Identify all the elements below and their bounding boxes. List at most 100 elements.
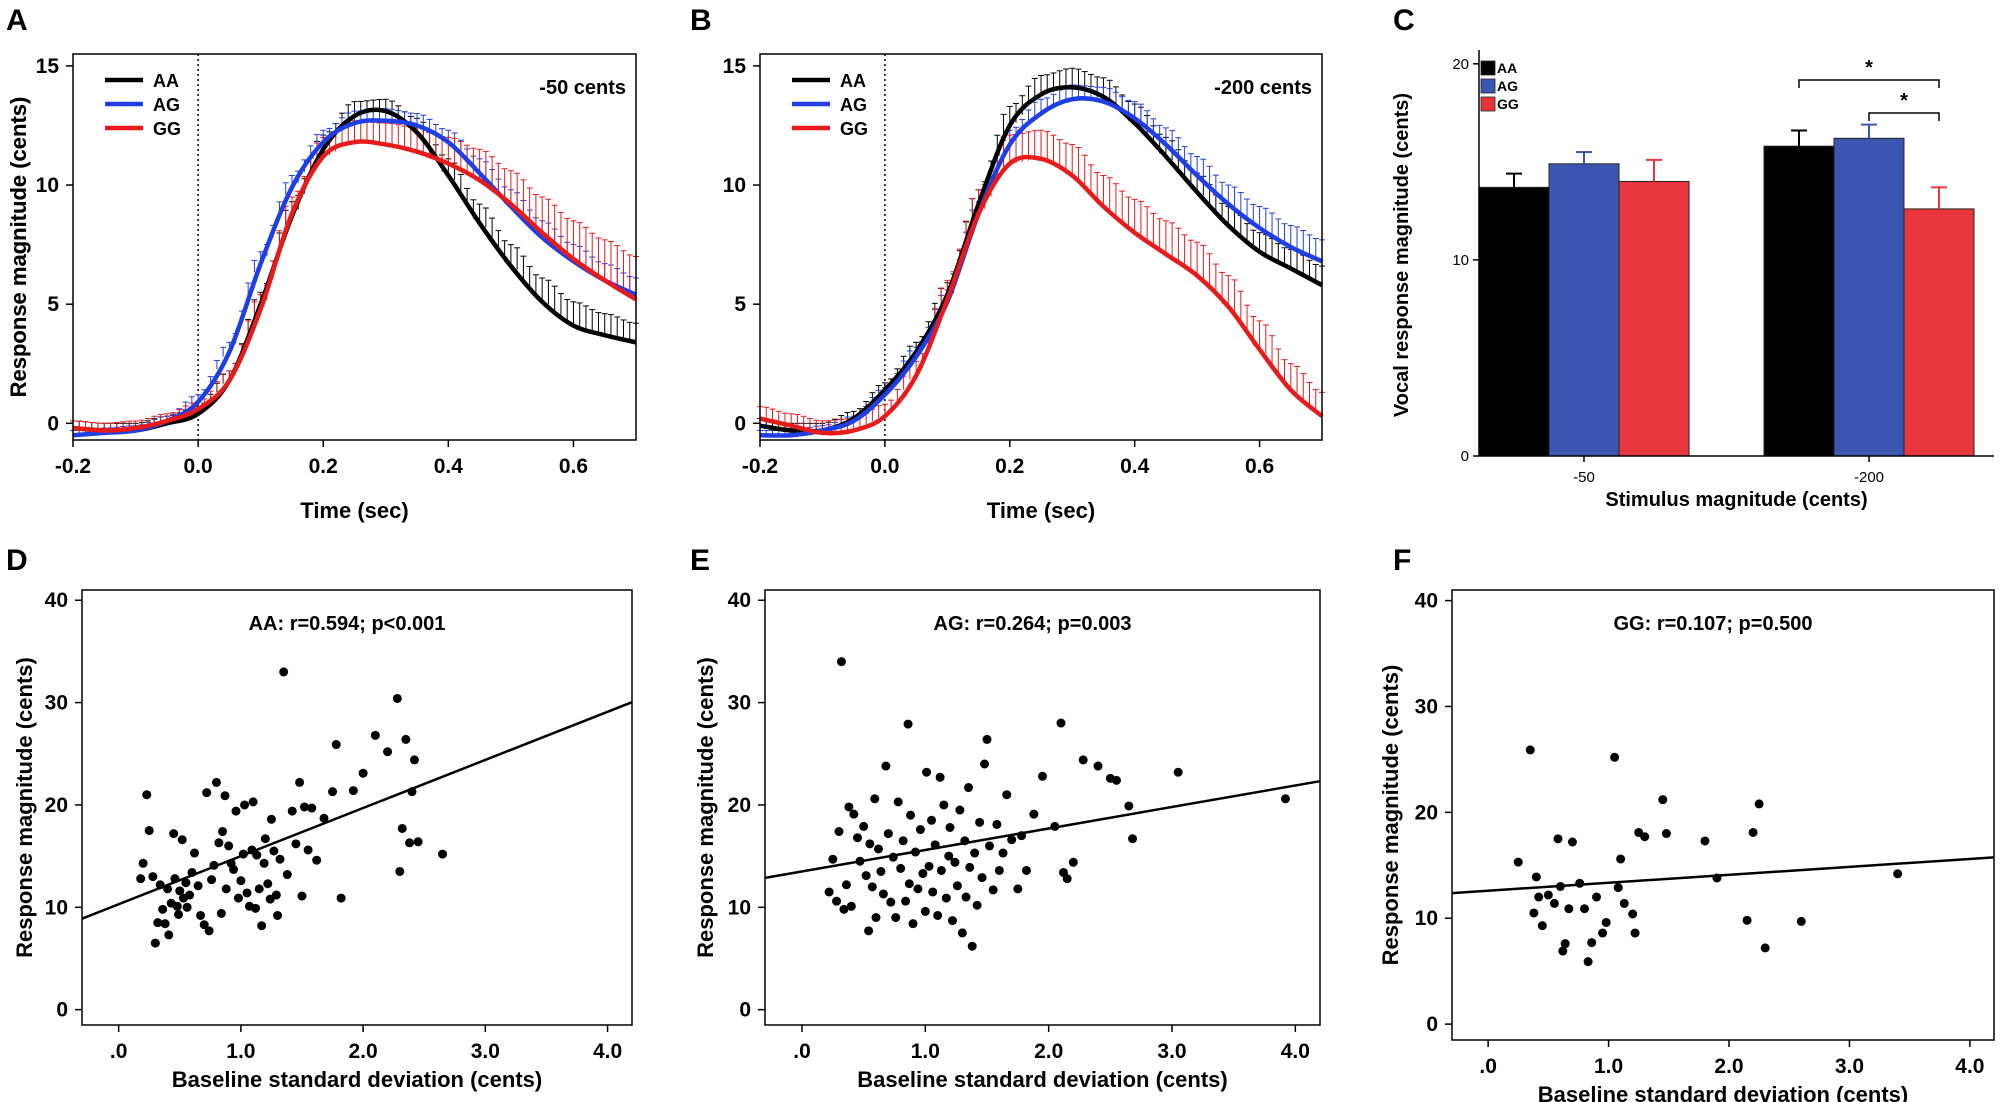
legend-label-ag: AG	[153, 95, 180, 115]
legend-label-aa: AA	[153, 71, 179, 91]
data-point	[383, 747, 393, 757]
data-point	[144, 826, 154, 836]
data-point	[988, 885, 998, 895]
panel-letter-e: E	[690, 544, 710, 577]
data-point	[1742, 915, 1752, 925]
significance-bracket: *	[1868, 90, 1940, 121]
bracket-line	[1798, 79, 1940, 88]
data-point	[1760, 943, 1770, 953]
data-point	[922, 767, 932, 777]
data-point	[1619, 898, 1629, 908]
bar-gg-neg50	[1618, 180, 1690, 457]
x-tick-label: 2.0	[1034, 1040, 1063, 1063]
data-point	[901, 896, 911, 906]
x-tick-label: .0	[1479, 1055, 1497, 1078]
data-point	[202, 788, 212, 798]
y-tick-label: 10	[1415, 907, 1438, 930]
data-point	[185, 890, 195, 900]
data-point	[965, 862, 975, 872]
data-point	[1128, 834, 1138, 844]
y-tick-label: 0	[47, 412, 59, 435]
data-point	[1598, 928, 1608, 938]
data-point	[1038, 771, 1047, 781]
data-point	[174, 909, 184, 919]
series-line-aa	[72, 107, 637, 434]
data-point	[967, 941, 977, 951]
data-point	[1280, 794, 1290, 804]
panel-a: -0.2 0.0 0.2 0.4 0.6 0 5 10 15 Time (sec) Response…	[6, 4, 639, 523]
data-point	[1558, 946, 1568, 956]
data-point	[193, 881, 203, 891]
panel-letter-d: D	[6, 544, 28, 577]
y-tick-label: 10	[728, 896, 751, 919]
data-point	[975, 817, 985, 827]
legend-label-ag: AG	[1497, 78, 1518, 94]
data-point	[861, 871, 871, 881]
panel-letter-a: A	[6, 4, 28, 37]
data-point	[1610, 752, 1620, 762]
data-point	[898, 836, 908, 846]
x-tick-label: 0.6	[1245, 455, 1274, 478]
data-point	[915, 825, 925, 835]
x-tick-label: 0.0	[184, 455, 213, 478]
data-point	[240, 800, 250, 810]
data-point	[1587, 938, 1597, 948]
data-point	[844, 802, 854, 812]
data-point	[153, 918, 163, 928]
data-point	[221, 884, 231, 894]
x-axis-label: Baseline standard deviation (cents)	[172, 1067, 542, 1092]
x-tick-label: .0	[793, 1040, 811, 1063]
data-point	[1029, 809, 1039, 819]
data-point	[841, 880, 851, 890]
data-point	[1002, 790, 1012, 800]
panel-c: -50 -200 0 10 20 Stimulus magnitude (cents) Vo…	[1391, 4, 1994, 511]
y-tick-label: 40	[45, 589, 68, 612]
x-tick-label: 0.0	[870, 455, 899, 478]
data-point	[1537, 921, 1547, 931]
x-tick-label: 0.2	[309, 455, 338, 478]
data-point	[1529, 908, 1539, 918]
correlation-annotation: AG: r=0.264; p=0.003	[934, 613, 1132, 635]
data-point	[273, 910, 283, 920]
significance-bracket: *	[1798, 57, 1940, 88]
data-point	[980, 759, 990, 769]
data-point	[207, 875, 217, 885]
data-point	[328, 787, 338, 797]
data-point	[218, 827, 228, 837]
data-point	[252, 850, 262, 860]
data-point	[928, 887, 938, 897]
series-line-gg	[72, 139, 638, 433]
y-tick-label: 20	[1415, 801, 1438, 824]
y-axis-label: Response magnitude (cents)	[6, 97, 31, 398]
data-point	[870, 794, 880, 804]
panel-letter-c: C	[1393, 4, 1415, 37]
data-point	[1112, 775, 1121, 785]
panel-f: .0 1.0 2.0 3.0 4.0 0 10 20 30 40 Baseline standard…	[1378, 544, 1995, 1102]
data-point	[1021, 865, 1031, 875]
x-tick-label: 0.6	[559, 455, 588, 478]
x-tick-label: 1.0	[1594, 1055, 1623, 1078]
panel-e: .0 1.0 2.0 3.0 4.0 0 10 20 30 40 Baseline standard…	[690, 544, 1321, 1092]
y-tick-label: 40	[1415, 590, 1438, 613]
data-point	[1007, 835, 1017, 845]
y-tick-label: 0	[56, 999, 68, 1022]
data-point	[878, 889, 888, 899]
x-tick-label: 4.0	[1281, 1040, 1310, 1063]
data-point	[1583, 957, 1593, 967]
x-tick-label: -200	[1854, 469, 1884, 486]
data-point	[886, 897, 896, 907]
data-point	[224, 841, 234, 851]
data-point	[1013, 884, 1023, 894]
data-point	[893, 797, 903, 807]
data-point	[220, 791, 230, 801]
plot-frame	[81, 589, 633, 1026]
data-point	[1628, 909, 1638, 919]
data-point	[904, 879, 914, 889]
legend-swatch-gg	[1480, 96, 1496, 112]
y-tick-label: 15	[723, 55, 747, 78]
data-point	[873, 844, 883, 854]
data-point	[196, 910, 206, 920]
y-tick-label: 10	[723, 174, 746, 197]
data-point	[259, 858, 269, 868]
data-point	[142, 790, 152, 800]
